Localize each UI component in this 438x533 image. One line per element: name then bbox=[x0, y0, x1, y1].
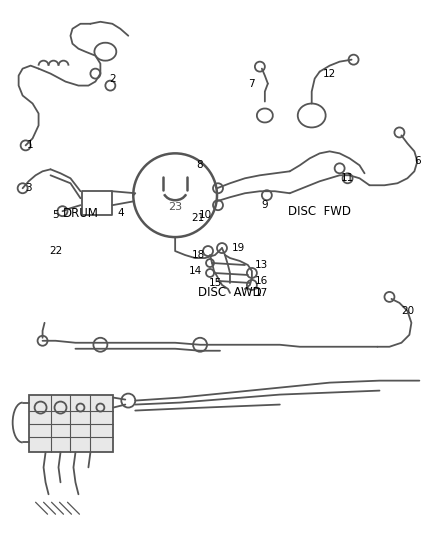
Text: DRUM: DRUM bbox=[63, 207, 99, 220]
Bar bbox=[28, 394, 113, 453]
Text: 19: 19 bbox=[231, 243, 244, 253]
Text: 12: 12 bbox=[323, 69, 336, 78]
Text: 4: 4 bbox=[117, 208, 124, 218]
Text: 9: 9 bbox=[261, 200, 268, 210]
Text: 11: 11 bbox=[341, 173, 354, 183]
Text: 10: 10 bbox=[198, 210, 212, 220]
Text: 18: 18 bbox=[191, 250, 205, 260]
Text: 2: 2 bbox=[109, 74, 116, 84]
Text: 23: 23 bbox=[168, 202, 182, 212]
Text: DISC  FWD: DISC FWD bbox=[288, 205, 351, 217]
Text: 1: 1 bbox=[27, 140, 34, 150]
Text: 16: 16 bbox=[255, 276, 268, 286]
Text: 8: 8 bbox=[197, 160, 203, 171]
Text: 17: 17 bbox=[255, 288, 268, 298]
Text: 14: 14 bbox=[188, 266, 202, 276]
Text: 22: 22 bbox=[49, 246, 62, 256]
Text: 5: 5 bbox=[52, 210, 59, 220]
Text: 20: 20 bbox=[401, 306, 414, 316]
Text: 6: 6 bbox=[414, 156, 420, 166]
Text: 7: 7 bbox=[249, 78, 255, 88]
Text: 3: 3 bbox=[25, 183, 32, 193]
Text: 21: 21 bbox=[191, 213, 205, 223]
Text: DISC  AWD: DISC AWD bbox=[198, 286, 262, 300]
Text: 13: 13 bbox=[255, 260, 268, 270]
Text: 15: 15 bbox=[208, 278, 222, 288]
